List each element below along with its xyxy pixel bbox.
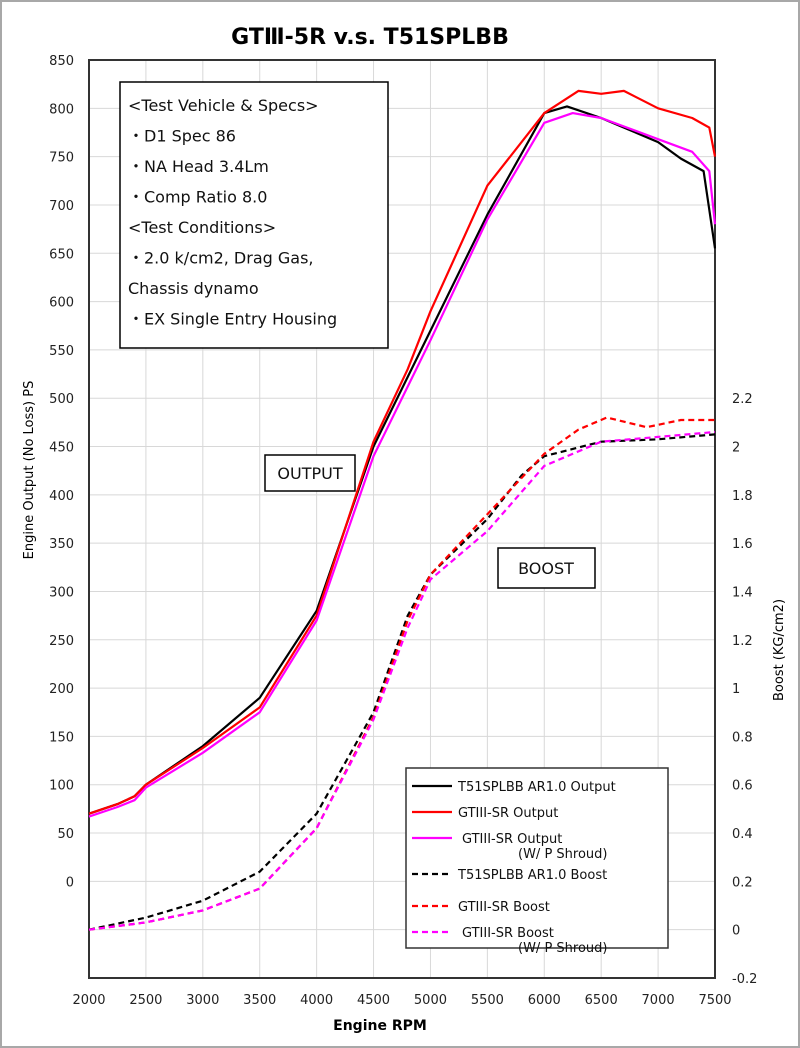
chart-title: GTⅢ-5R v.s. T51SPLBB — [231, 25, 509, 50]
x-tick-label: 7500 — [698, 993, 731, 1008]
x-tick-label: 2000 — [72, 993, 105, 1008]
y-tick-label: 300 — [49, 585, 74, 600]
y2-tick-label: 0.6 — [732, 779, 753, 794]
x-tick-label: 5500 — [471, 993, 504, 1008]
y-tick-label: 200 — [49, 682, 74, 697]
boost-label-box: BOOST — [497, 547, 596, 589]
legend-label: T51SPLBB AR1.0 Boost — [457, 868, 607, 883]
series-line-5 — [88, 430, 716, 931]
legend-label: GTIII-SR Boost — [458, 900, 550, 915]
x-tick-label: 3500 — [243, 993, 276, 1008]
y-tick-label: 150 — [49, 730, 74, 745]
y-tick-label: 550 — [49, 344, 74, 359]
x-tick-label: 3000 — [186, 993, 219, 1008]
x-tick-label: 4500 — [357, 993, 390, 1008]
spec-line: ・Comp Ratio 8.0 — [128, 188, 267, 207]
spec-line: Chassis dynamo — [128, 279, 259, 298]
boost-label: BOOST — [518, 559, 574, 578]
x-tick-label: 7000 — [642, 993, 675, 1008]
y-tick-label: 850 — [49, 54, 74, 69]
y-tick-label: 600 — [49, 296, 74, 311]
y2-tick-label: 1.2 — [732, 634, 753, 649]
y-tick-label: 0 — [66, 875, 74, 890]
legend-label: GTIII-SR Output — [462, 832, 562, 847]
y2-axis-label: Boost (KG/cm2) — [772, 599, 787, 701]
specs-box: <Test Vehicle & Specs> ・D1 Spec 86 ・NA Hea… — [119, 81, 389, 349]
spec-line: ・NA Head 3.4Lm — [128, 157, 269, 176]
y-tick-label: 650 — [49, 247, 74, 262]
y2-tick-label: 1.6 — [732, 537, 753, 552]
x-tick-label: 5000 — [414, 993, 447, 1008]
y2-tick-label: 1 — [732, 682, 740, 697]
series-line-2 — [88, 112, 717, 818]
y-tick-label: 400 — [49, 489, 74, 504]
y-tick-label: 500 — [49, 392, 74, 407]
y-tick-label: 250 — [49, 634, 74, 649]
spec-line: ・EX Single Entry Housing — [128, 310, 337, 329]
output-label-box: OUTPUT — [264, 454, 356, 492]
y-axis-label: Engine Output (No Loss) PS — [22, 381, 37, 560]
y-tick-label: 750 — [49, 151, 74, 166]
y-tick-label: 700 — [49, 199, 74, 214]
y2-tick-label: 1.4 — [732, 585, 753, 600]
y2-tick-label: 0 — [732, 924, 740, 939]
x-tick-label: 6500 — [585, 993, 618, 1008]
series-line-1 — [88, 89, 717, 815]
y-tick-label: 450 — [49, 441, 74, 456]
y-tick-label: 350 — [49, 537, 74, 552]
legend-label: GTIII-SR Output — [458, 806, 558, 821]
y2-tick-label: 0.2 — [732, 875, 753, 890]
spec-line: ・D1 Spec 86 — [128, 127, 236, 146]
legend-sublabel: (W/ P Shroud) — [518, 941, 607, 956]
y-tick-label: 100 — [49, 779, 74, 794]
output-label: OUTPUT — [277, 464, 342, 483]
y2-tick-label: 2.2 — [732, 392, 753, 407]
legend: T51SPLBB AR1.0 Output GTIII-SR Output GTII… — [405, 767, 669, 956]
y-tick-label: 50 — [57, 827, 74, 842]
x-tick-label: 4000 — [300, 993, 333, 1008]
spec-line: ・2.0 k/cm2, Drag Gas, — [128, 249, 314, 268]
spec-line: <Test Vehicle & Specs> — [128, 96, 319, 115]
y2-tick-label: 1.8 — [732, 489, 753, 504]
x-tick-label: 6000 — [528, 993, 561, 1008]
x-axis-label: Engine RPM — [333, 1018, 427, 1034]
y2-tick-label: -0.2 — [732, 972, 757, 987]
y2-tick-label: 0.4 — [732, 827, 753, 842]
x-tick-label: 2500 — [129, 993, 162, 1008]
legend-label: GTIII-SR Boost — [462, 926, 554, 941]
y2-tick-label: 2 — [732, 441, 740, 456]
y2-tick-label: 0.8 — [732, 730, 753, 745]
y-tick-label: 800 — [49, 102, 74, 117]
plot-area — [88, 59, 716, 979]
spec-line: <Test Conditions> — [128, 218, 276, 237]
legend-sublabel: (W/ P Shroud) — [518, 847, 607, 862]
legend-label: T51SPLBB AR1.0 Output — [457, 780, 616, 795]
